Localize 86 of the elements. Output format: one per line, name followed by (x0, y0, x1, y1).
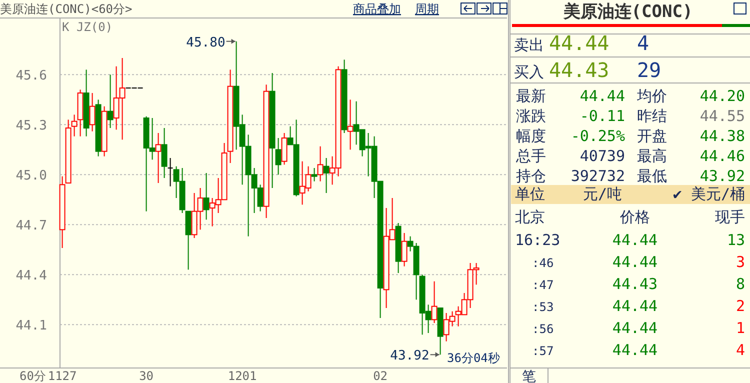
text: 40739 (580, 147, 625, 165)
text: 价格 (619, 208, 650, 226)
text: 持仓 (516, 167, 546, 185)
text: 最新 (516, 87, 546, 105)
text: 开盘 (637, 127, 667, 145)
text: 44.44 (612, 253, 658, 271)
text: 总手 (515, 147, 546, 165)
text: 44.44 (612, 319, 658, 337)
chart-title: 美原油连(CONC)<60分> (0, 2, 132, 16)
text: 392732 (570, 167, 625, 185)
candlestick (155, 132, 162, 184)
text: 4 (637, 31, 650, 55)
text: 44.20 (700, 87, 745, 105)
annotation: 45.80 (186, 35, 226, 50)
x-tick-label: 30 (139, 369, 154, 383)
candlestick (401, 232, 408, 267)
candlestick (323, 158, 330, 194)
text: :56 (532, 322, 554, 336)
text: 16:23 (515, 231, 560, 249)
text: 44.44 (612, 231, 658, 249)
annotation: 36分04秒 (447, 351, 500, 365)
text: 3 (736, 253, 745, 271)
y-tick-label: 44.4 (16, 268, 48, 284)
text: 44.46 (700, 147, 745, 165)
text: 44.55 (700, 107, 745, 125)
candlestick (161, 128, 168, 178)
text: 2 (736, 297, 745, 315)
candlestick (275, 138, 282, 176)
text: 周期 (415, 2, 439, 16)
y-tick-label: 45.3 (16, 118, 47, 134)
x-tick-label: 1201 (228, 369, 257, 383)
text: 44.44 (580, 87, 625, 105)
x-axis-title: 60分 (20, 369, 46, 383)
annotation: K JZ(0) (62, 20, 113, 34)
candlestick (167, 158, 174, 187)
x-tick-label: 02 (373, 369, 388, 383)
text: :47 (532, 278, 554, 292)
text: -0.25% (570, 127, 625, 145)
x-tick-label: 1127 (48, 369, 77, 383)
y-tick-label: 44.1 (16, 318, 47, 334)
text: 44.43 (549, 58, 610, 82)
candlestick (281, 132, 288, 166)
candlestick (107, 74, 114, 128)
text: 元/吨 (582, 185, 622, 203)
candlestick (203, 172, 210, 220)
text: 最低 (637, 167, 667, 185)
text: 4 (736, 341, 745, 359)
candlestick (347, 99, 354, 150)
candlestick (89, 92, 96, 132)
text: 43.92 (700, 167, 745, 185)
text: 买入 (514, 63, 544, 81)
text: 美原油连(CONC) (562, 2, 693, 22)
text: 笔 (522, 369, 536, 383)
text: 商品叠加 (353, 2, 401, 16)
text: ✔ 美元/桶 (672, 185, 745, 203)
text: 现手 (715, 208, 745, 226)
text: :53 (532, 300, 554, 314)
text: 44.44 (612, 341, 658, 359)
text: 单位 (515, 185, 545, 203)
text: 44.44 (549, 31, 610, 55)
text: 44.43 (612, 275, 658, 293)
text: 8 (736, 275, 745, 293)
text: :46 (532, 256, 554, 270)
candlestick (317, 146, 324, 182)
candlestick (71, 114, 78, 137)
text: 13 (726, 231, 745, 249)
text: 44.44 (612, 297, 658, 315)
text: 1 (736, 319, 745, 337)
y-tick-label: 45.0 (16, 168, 47, 184)
text: 44.38 (700, 127, 745, 145)
text: 北京 (515, 208, 545, 226)
text: 最高 (637, 147, 667, 165)
candlestick (311, 168, 318, 182)
y-tick-label: 44.7 (16, 218, 47, 234)
text: 均价 (636, 87, 667, 105)
text: :57 (532, 344, 554, 358)
candlestick (185, 210, 192, 270)
text: 卖出 (514, 36, 544, 54)
candlestick (431, 280, 438, 324)
text: 幅度 (516, 127, 546, 145)
text: -0.11 (580, 107, 625, 125)
y-tick-label: 45.6 (16, 68, 47, 84)
text: 昨结 (637, 107, 667, 125)
text: 涨跌 (516, 107, 546, 125)
annotation: 43.92 (390, 348, 430, 364)
text: 29 (637, 58, 662, 82)
